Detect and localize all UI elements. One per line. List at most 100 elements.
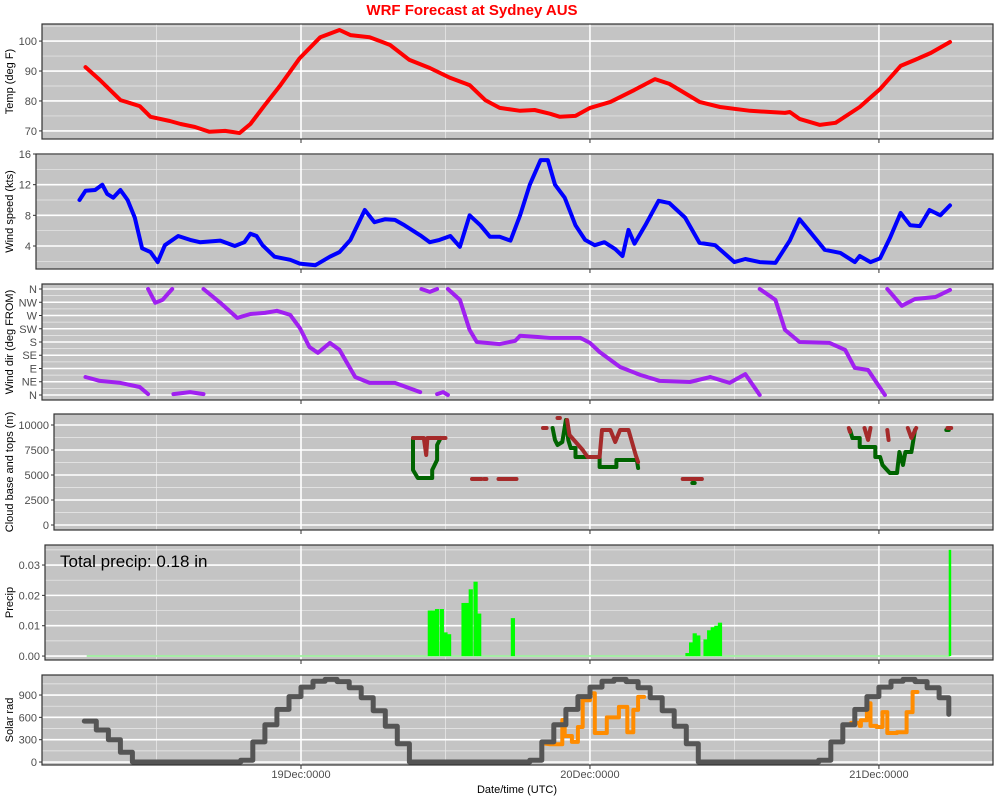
series-line-actual-solar xyxy=(849,690,920,735)
y-tick-label: 70 xyxy=(25,126,37,138)
panel-border xyxy=(41,674,994,766)
x-tick-label: 20Dec:0000 xyxy=(560,769,619,781)
precip-bar xyxy=(439,609,444,657)
precip-bar xyxy=(427,610,432,657)
y-tick-label: N xyxy=(29,390,37,402)
series-line-cloud-base xyxy=(550,418,641,470)
y-tick-label: 900 xyxy=(19,690,37,702)
series-line-wind-direction xyxy=(757,287,887,397)
panel-border xyxy=(41,23,994,140)
y-axis-title: Solar rad xyxy=(4,698,16,743)
y-tick-label: 8 xyxy=(25,210,31,222)
panel-background xyxy=(42,675,993,765)
y-tick-label: NW xyxy=(19,297,38,309)
plot-area xyxy=(83,28,952,135)
y-axis-title: Temp (deg F) xyxy=(4,49,16,114)
plot-area xyxy=(83,287,952,397)
y-tick-label: 5000 xyxy=(25,470,49,482)
y-tick-label: 4 xyxy=(25,241,31,253)
series-line-cloud-base xyxy=(411,436,443,480)
y-axis-title: Wind dir (deg FROM) xyxy=(4,290,16,395)
precip-bar xyxy=(717,622,723,657)
series-line-wind-direction xyxy=(885,287,952,308)
y-tick-label: 0.03 xyxy=(19,560,40,572)
y-tick-label: 300 xyxy=(19,735,37,747)
y-tick-label: 0 xyxy=(31,757,37,769)
series-line-clear-sky-solar xyxy=(81,676,952,765)
precip-bar xyxy=(710,627,715,657)
y-tick-label: 600 xyxy=(19,712,37,724)
y-tick-label: 0.01 xyxy=(19,621,40,633)
series-line-cloud-top xyxy=(411,436,448,457)
panel-border xyxy=(44,544,994,661)
precip-bar xyxy=(465,602,470,657)
chart-title: WRF Forecast at Sydney AUS xyxy=(366,2,577,19)
y-axis-title: Wind speed (kts) xyxy=(4,170,16,253)
series-line-temp xyxy=(83,28,952,135)
y-tick-label: NE xyxy=(22,377,37,389)
y-axis-title: Cloud base and tops (m) xyxy=(4,412,16,532)
y-tick-label: 12 xyxy=(19,180,31,192)
y-tick-label: 100 xyxy=(19,36,37,48)
precip-bar xyxy=(443,632,448,657)
y-tick-label: 90 xyxy=(25,66,37,78)
precip-bar xyxy=(696,635,701,657)
precip-bar xyxy=(948,549,952,657)
y-tick-label: N xyxy=(29,284,37,296)
y-tick-label: 7500 xyxy=(25,445,49,457)
precip-bar xyxy=(688,642,694,657)
panel-border xyxy=(53,413,994,531)
y-tick-label: E xyxy=(30,363,37,375)
series-line-wind-direction xyxy=(435,390,450,397)
plot-area xyxy=(77,158,952,268)
series-line-cloud-top xyxy=(905,426,919,440)
series-line-cloud-top xyxy=(885,428,891,442)
x-axis-title: Date/time (UTC) xyxy=(477,784,557,796)
y-tick-label: 0 xyxy=(43,520,49,532)
series-line-cloud-base xyxy=(848,428,917,475)
plot-area xyxy=(411,416,954,485)
series-line-wind-direction xyxy=(201,287,423,395)
y-tick-label: SW xyxy=(19,324,37,336)
precip-bar xyxy=(714,625,719,657)
precip-bar xyxy=(431,610,436,657)
x-tick-label: 19Dec:0000 xyxy=(271,769,330,781)
precip-bar xyxy=(707,630,712,657)
series-line-wind-direction xyxy=(171,390,206,397)
series-line-wind-direction xyxy=(146,287,175,305)
precip-bar xyxy=(692,633,697,657)
y-tick-label: 10000 xyxy=(18,420,49,432)
panel-background xyxy=(54,414,993,530)
x-tick-label: 21Dec:0000 xyxy=(849,769,908,781)
y-tick-label: 2500 xyxy=(25,495,49,507)
y-tick-label: S xyxy=(30,337,37,349)
y-tick-label: SE xyxy=(22,350,37,362)
total-precip-annotation: Total precip: 0.18 in xyxy=(60,552,207,571)
precip-bar xyxy=(434,609,440,657)
series-line-wind-direction xyxy=(83,375,151,397)
precip-bar xyxy=(477,613,482,657)
precip-bar xyxy=(461,602,466,657)
series-line-wind-speed xyxy=(77,158,952,268)
precip-bar xyxy=(703,639,708,657)
panel-precip: 0.00 0.01 0.02 0.03 Precip Total precip: 0.18… xyxy=(4,544,994,664)
series-line-cloud-top xyxy=(846,426,852,434)
precip-bar xyxy=(468,589,473,657)
y-tick-label: 0.02 xyxy=(19,590,40,602)
panel-border xyxy=(35,153,994,270)
panel-background xyxy=(42,24,993,139)
precip-bar xyxy=(510,618,516,657)
y-tick-label: 0.00 xyxy=(19,651,40,663)
series-line-wind-direction xyxy=(419,287,440,294)
y-tick-label: 80 xyxy=(25,96,37,108)
precip-bar xyxy=(473,581,478,657)
precip-bar xyxy=(446,634,452,657)
panel-background xyxy=(36,154,993,269)
series-line-wind-direction xyxy=(445,287,762,397)
